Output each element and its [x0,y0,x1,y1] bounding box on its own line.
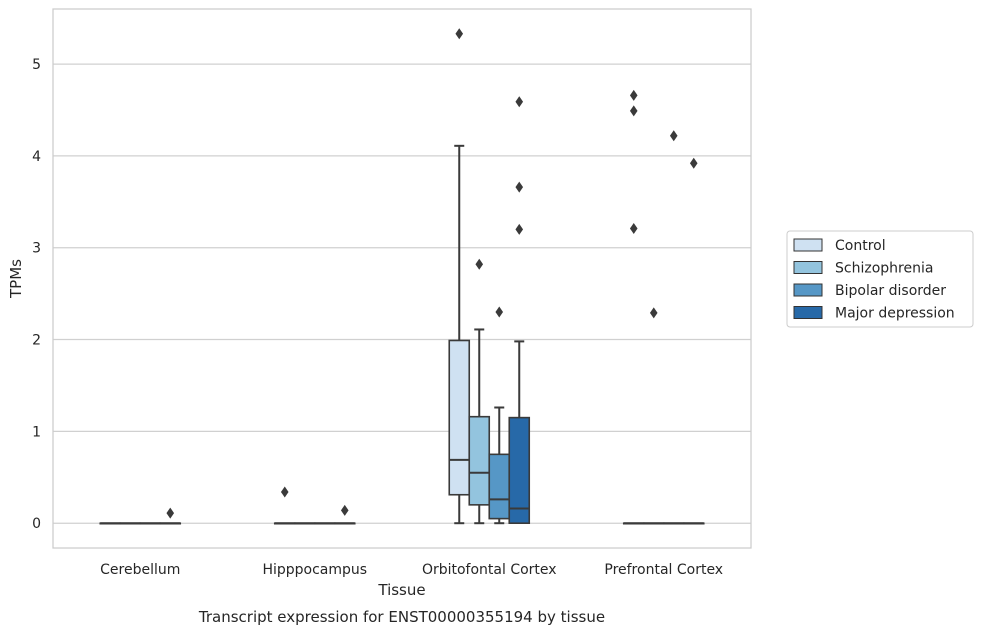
series-bipolar-disorder [139,130,685,525]
x-tick-label: Cerebellum [100,562,180,578]
outlier-point [689,157,698,169]
x-axis-ticks: Cerebellum Hipppocampus Orbitofontal Corte… [100,562,723,578]
legend-label: Schizophrenia [835,261,933,277]
legend-swatch [793,306,823,319]
outlier-point [515,181,524,193]
legend-label: Control [835,238,886,254]
series-control [99,28,645,525]
series-schizophrenia [119,258,665,525]
outlier-point [649,307,658,319]
y-axis-ticks: 0 1 2 3 4 5 [32,57,41,532]
box-groups [99,28,705,525]
outlier-point [669,130,678,142]
legend: Control Schizophrenia Bipolar disorder Majo… [786,230,974,328]
legend-swatch [793,283,823,297]
legend-frame [786,230,974,328]
outlier-point [475,258,484,270]
y-tick-label: 4 [32,149,41,165]
y-axis-label: TPMs [7,259,25,299]
legend-label: Bipolar disorder [835,283,946,299]
plot-frame [52,8,752,549]
outlier-point [629,222,638,234]
x-tick-label: Hipppocampus [262,562,367,578]
y-tick-label: 1 [32,424,41,440]
legend-label: Major depression [835,306,955,322]
y-tick-label: 3 [32,241,41,257]
box [448,339,471,496]
outlier-point [495,306,504,318]
outlier-point [340,504,349,516]
outlier-point [280,486,289,498]
outlier-point [166,507,175,519]
legend-swatch [793,261,823,274]
x-axis-label: Tissue [377,581,425,599]
outlier-point [515,223,524,235]
x-tick-label: Prefrontal Cortex [604,562,723,578]
x-tick-label: Orbitofontal Cortex [422,562,557,578]
legend-swatch [793,238,823,252]
outlier-point [515,96,524,108]
gridlines [53,63,751,524]
chart-caption: Transcript expression for ENST0000035519… [198,608,605,626]
y-tick-label: 5 [32,57,41,73]
box [508,416,531,525]
y-tick-label: 0 [32,516,41,532]
outlier-point [455,28,464,40]
box [468,415,491,506]
series-major-depression [159,96,705,525]
outlier-point [629,105,638,117]
y-tick-label: 2 [32,333,41,349]
outlier-point [629,89,638,101]
box [488,453,511,520]
